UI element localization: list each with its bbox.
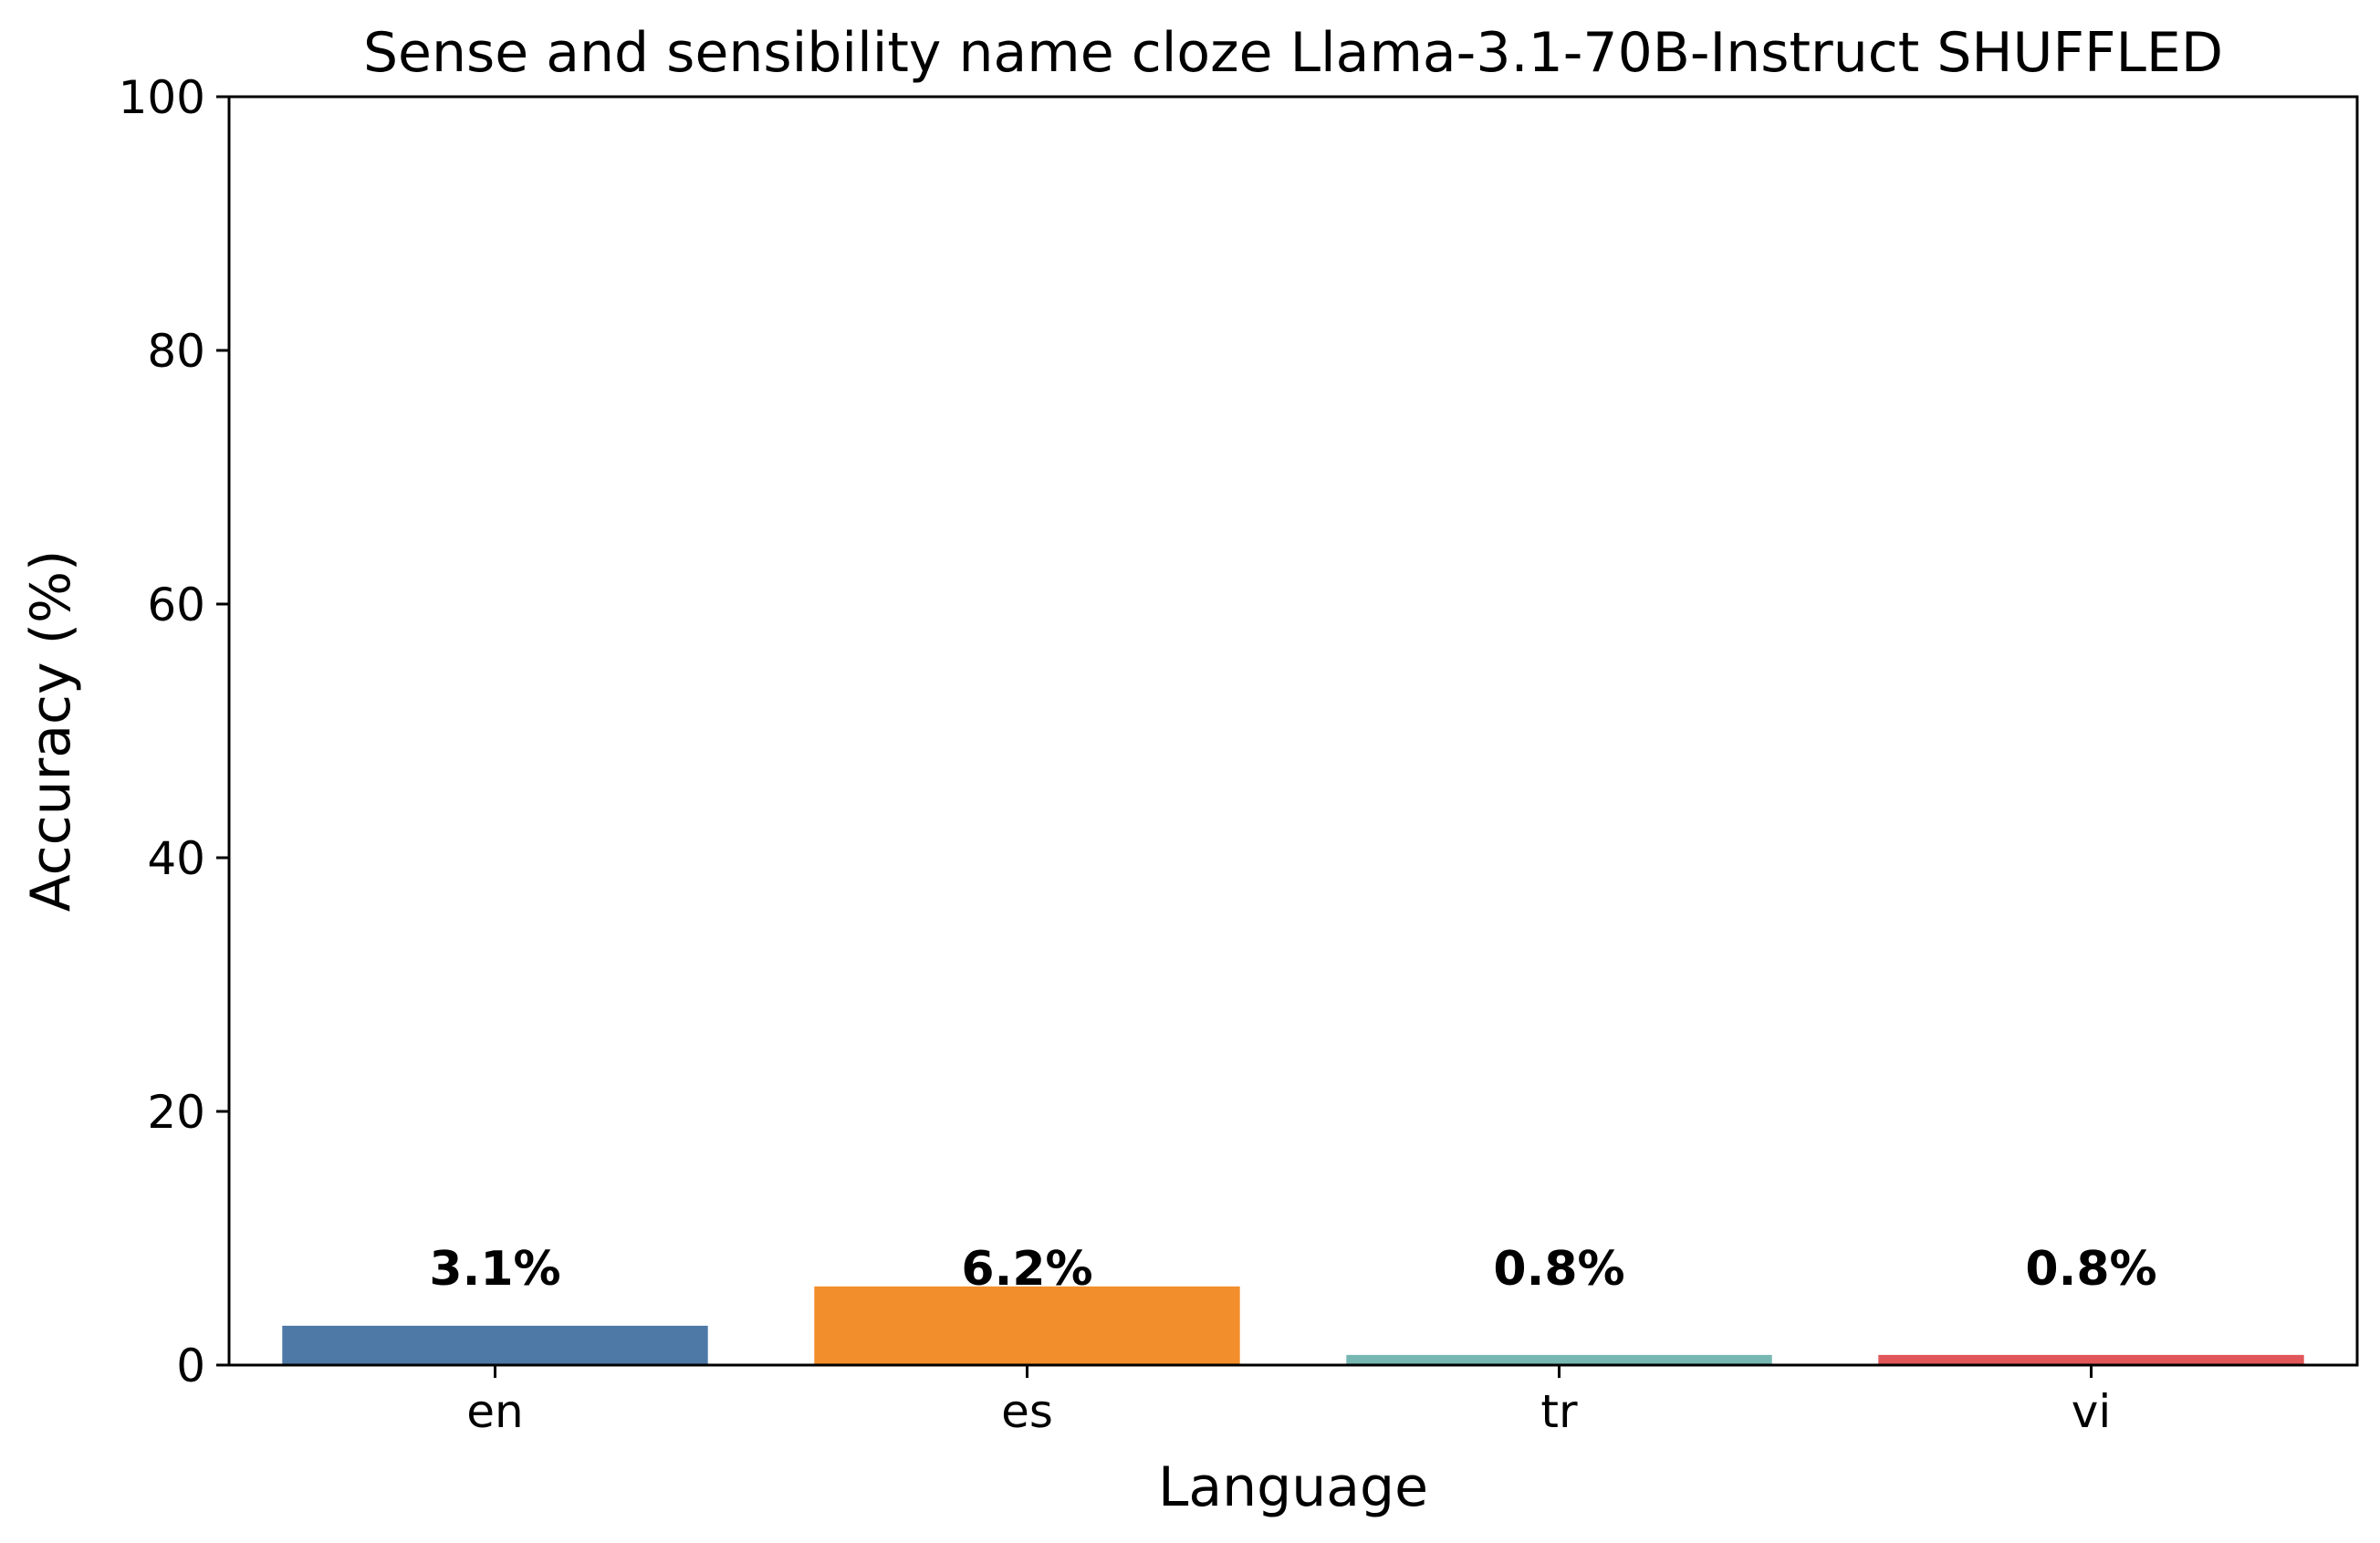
y-tick-label-100: 100 — [119, 71, 205, 124]
bar-vi — [1878, 1354, 2304, 1365]
x-axis: en es tr vi — [466, 1365, 2111, 1438]
data-label-es: 6.2% — [961, 1242, 1092, 1297]
plot-area: 3.1% 6.2% 0.8% 0.8% — [282, 1242, 2304, 1365]
y-tick-label-80: 80 — [147, 325, 205, 378]
x-tick-label-vi: vi — [2072, 1385, 2111, 1438]
bar-en — [282, 1325, 708, 1365]
x-axis-label: Language — [1158, 1455, 1428, 1519]
y-axis: 0 20 40 60 80 100 — [119, 71, 229, 1392]
plot-frame — [227, 95, 2359, 1367]
bar-tr — [1346, 1354, 1772, 1365]
data-label-tr: 0.8% — [1493, 1242, 1624, 1297]
y-tick-label-20: 20 — [147, 1086, 205, 1139]
y-tick-label-60: 60 — [147, 579, 205, 631]
y-axis-label: Accuracy (%) — [19, 550, 83, 912]
x-tick-label-en: en — [466, 1385, 523, 1438]
x-tick-label-tr: tr — [1540, 1385, 1578, 1438]
bar-es — [814, 1286, 1240, 1365]
x-tick-label-es: es — [1001, 1385, 1053, 1438]
data-label-en: 3.1% — [429, 1242, 560, 1297]
y-tick-label-40: 40 — [147, 832, 205, 885]
data-label-vi: 0.8% — [2025, 1242, 2156, 1297]
chart-title: Sense and sensibility name cloze Llama-3… — [363, 21, 2223, 85]
y-tick-label-0: 0 — [176, 1340, 205, 1392]
